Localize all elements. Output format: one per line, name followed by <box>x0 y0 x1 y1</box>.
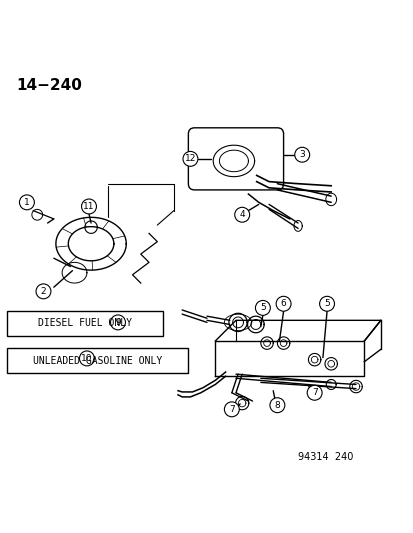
Text: 2: 2 <box>40 287 46 296</box>
Text: 12: 12 <box>184 155 196 163</box>
Text: 7: 7 <box>228 405 234 414</box>
Circle shape <box>224 402 239 417</box>
Text: 8: 8 <box>274 401 280 410</box>
Circle shape <box>306 385 321 400</box>
Text: 1: 1 <box>24 198 30 207</box>
Circle shape <box>275 296 290 311</box>
Text: 7: 7 <box>311 388 317 397</box>
Circle shape <box>79 351 94 366</box>
Text: 4: 4 <box>239 210 244 219</box>
Circle shape <box>36 284 51 299</box>
FancyBboxPatch shape <box>7 348 187 373</box>
Circle shape <box>269 398 284 413</box>
Text: 5: 5 <box>259 303 265 312</box>
Text: 14−240: 14−240 <box>17 78 82 93</box>
Text: 11: 11 <box>83 202 95 211</box>
Circle shape <box>234 207 249 222</box>
Circle shape <box>294 147 309 162</box>
Text: UNLEADED GASOLINE ONLY: UNLEADED GASOLINE ONLY <box>33 356 161 366</box>
Circle shape <box>319 296 334 311</box>
Text: 3: 3 <box>299 150 304 159</box>
Circle shape <box>19 195 34 210</box>
Text: DIESEL FUEL ONLY: DIESEL FUEL ONLY <box>38 318 132 328</box>
Text: 5: 5 <box>323 299 329 308</box>
FancyBboxPatch shape <box>7 311 162 336</box>
FancyBboxPatch shape <box>188 128 283 190</box>
Text: 10: 10 <box>81 354 93 363</box>
Text: 94314  240: 94314 240 <box>297 452 353 462</box>
Circle shape <box>255 301 270 316</box>
Circle shape <box>81 199 96 214</box>
Text: 6: 6 <box>280 299 286 308</box>
Text: 9: 9 <box>115 318 121 327</box>
Circle shape <box>110 315 125 330</box>
Circle shape <box>183 151 197 166</box>
